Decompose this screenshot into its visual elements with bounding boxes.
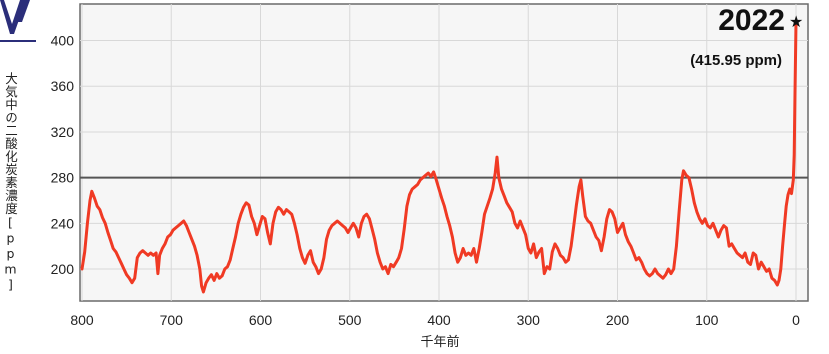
x-axis-label: 千年前 <box>420 334 459 349</box>
y-tick-320: 320 <box>51 124 75 140</box>
x-tick-200: 200 <box>606 312 630 328</box>
x-tick-700: 700 <box>160 312 184 328</box>
plot-area <box>79 3 809 302</box>
x-tick-600: 600 <box>249 312 273 328</box>
x-tick-800: 800 <box>70 312 94 328</box>
annotation-value: (415.95 ppm) <box>690 52 782 69</box>
x-tick-100: 100 <box>695 312 719 328</box>
y-tick-280: 280 <box>51 170 75 186</box>
x-tick-400: 400 <box>427 312 451 328</box>
annotation-star-marker: ★ <box>789 12 803 31</box>
x-tick-0: 0 <box>792 312 800 328</box>
x-tick-500: 500 <box>338 312 362 328</box>
x-tick-300: 300 <box>517 312 541 328</box>
y-axis-label: 大気中の二酸化炭素濃度[ppm] <box>3 72 18 293</box>
series-line-0 <box>80 20 798 294</box>
y-tick-labels: 200 240 280 320 360 400 <box>51 33 75 277</box>
grid-lines <box>80 4 808 301</box>
corner-decoration <box>0 0 36 42</box>
y-tick-400: 400 <box>51 33 75 49</box>
x-tick-labels: 800 700 600 500 400 300 200 100 0 <box>70 312 800 328</box>
y-tick-200: 200 <box>51 261 75 277</box>
annotation-year: 2022 <box>718 4 785 37</box>
y-tick-240: 240 <box>51 215 75 231</box>
y-tick-360: 360 <box>51 78 75 94</box>
series-layer <box>80 20 798 294</box>
